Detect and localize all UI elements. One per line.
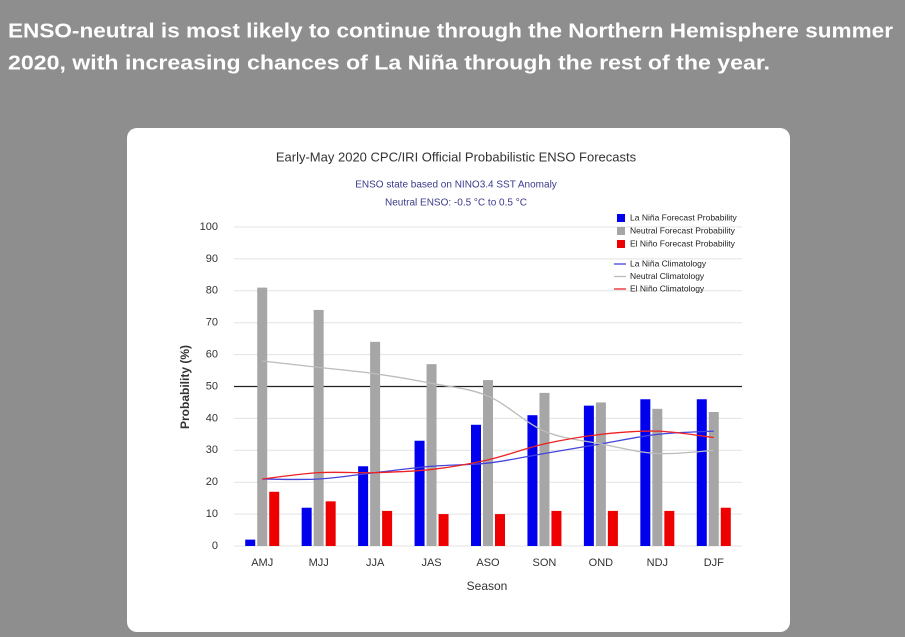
bar <box>708 412 719 546</box>
bar <box>595 402 606 546</box>
bar <box>414 440 425 546</box>
x-tick-label: MJJ <box>309 557 329 569</box>
bar <box>245 539 256 546</box>
chart-title: Early-May 2020 CPC/IRI Official Probabil… <box>276 149 637 164</box>
x-tick-label: DJF <box>704 557 724 569</box>
bar <box>269 491 280 546</box>
x-tick-label: OND <box>589 557 614 569</box>
y-tick-label: 80 <box>206 285 218 297</box>
y-axis-label: Probability (%) <box>178 345 192 429</box>
bar <box>607 510 618 546</box>
bar <box>313 309 324 546</box>
y-tick-label: 40 <box>206 412 218 424</box>
bar <box>696 399 707 546</box>
x-tick-label: JAS <box>421 557 441 569</box>
y-tick-label: 60 <box>206 349 218 361</box>
bar <box>382 510 393 546</box>
y-tick-label: 50 <box>206 380 218 392</box>
legend-label: La Niña Climatology <box>630 258 707 268</box>
climatology-line <box>262 430 714 481</box>
x-tick-label: JJA <box>366 557 385 569</box>
legend-label: El Niño Forecast Probability <box>630 238 736 248</box>
x-tick-label: NDJ <box>647 557 668 569</box>
y-tick-label: 100 <box>200 221 218 233</box>
bar <box>652 408 663 546</box>
bar <box>370 341 381 546</box>
bar <box>640 399 651 546</box>
bar <box>583 405 594 546</box>
bar <box>551 510 562 546</box>
slide-title: ENSO-neutral is most likely to continue … <box>8 20 893 42</box>
chart-panel <box>127 128 790 632</box>
legend-label: Neutral Climatology <box>630 271 705 281</box>
bar <box>426 364 437 546</box>
legend-swatch <box>617 227 625 235</box>
chart-subtitle: ENSO state based on NINO3.4 SST Anomaly <box>355 180 557 191</box>
legend-swatch <box>617 240 625 248</box>
y-tick-label: 90 <box>206 253 218 265</box>
legend-label: El Niño Climatology <box>630 283 705 293</box>
chart-subtitle: Neutral ENSO: -0.5 °C to 0.5 °C <box>385 198 527 209</box>
legend-label: La Niña Forecast Probability <box>630 212 738 222</box>
y-tick-label: 10 <box>206 508 218 520</box>
bar <box>438 514 449 546</box>
bar <box>495 514 505 546</box>
y-tick-label: 70 <box>206 317 218 329</box>
bar <box>325 501 336 546</box>
bar <box>257 287 268 546</box>
x-tick-label: ASO <box>476 557 500 569</box>
x-axis-label: Season <box>467 579 508 593</box>
slide-title: 2020, with increasing chances of La Niña… <box>8 52 770 74</box>
bar <box>664 510 675 546</box>
y-tick-label: 20 <box>206 476 218 488</box>
climatology-line <box>262 360 714 455</box>
legend-swatch <box>617 214 625 222</box>
climatology-line <box>262 430 714 480</box>
y-tick-label: 30 <box>206 444 218 456</box>
legend-label: Neutral Forecast Probability <box>630 225 736 235</box>
x-tick-label: AMJ <box>251 557 273 569</box>
bar <box>720 507 731 546</box>
y-tick-label: 0 <box>212 540 218 552</box>
bar <box>301 507 312 546</box>
x-tick-label: SON <box>533 557 557 569</box>
bar <box>527 415 538 546</box>
bar <box>471 424 481 546</box>
bar <box>539 392 550 546</box>
bar <box>358 466 369 546</box>
